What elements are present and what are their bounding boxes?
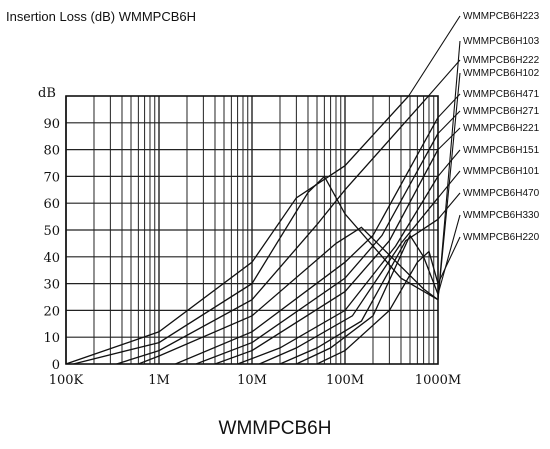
y-tick-label: 40 bbox=[43, 251, 60, 266]
legend: WMMPCB6H223 WMMPCB6H103 WMMPCB6H222 WMMPCB6… bbox=[408, 11, 540, 300]
legend-leader-line bbox=[437, 93, 461, 118]
series-line-wmmpcb6h222 bbox=[116, 96, 430, 364]
legend-leader-line bbox=[437, 127, 461, 150]
y-tick-label: 20 bbox=[43, 304, 60, 319]
y-tick-label: 70 bbox=[43, 170, 60, 185]
series-line-wmmpcb6h101 bbox=[259, 197, 438, 364]
y-tick-label: 10 bbox=[43, 331, 60, 346]
y-tick-label: 90 bbox=[43, 117, 60, 132]
x-tick-label: 100K bbox=[49, 373, 84, 388]
legend-leader-line bbox=[408, 15, 461, 97]
y-tick-labels: 0 10 20 30 40 50 60 70 80 90 bbox=[43, 117, 60, 373]
series-line-wmmpcb6h223 bbox=[66, 96, 410, 364]
legend-entry: WMMPCB6H223 bbox=[463, 11, 540, 22]
grid-lines bbox=[65, 96, 438, 364]
legend-entry: WMMPCB6H471 bbox=[463, 89, 540, 100]
series-line-wmmpcb6h102 bbox=[138, 226, 438, 364]
legend-entry: WMMPCB6H220 bbox=[463, 232, 540, 243]
legend-leader-line bbox=[437, 192, 461, 220]
legend-entry: WMMPCB6H103 bbox=[463, 36, 540, 47]
x-tick-label: 10M bbox=[237, 373, 267, 388]
legend-leader-line bbox=[437, 236, 461, 284]
legend-leader-line bbox=[437, 170, 461, 199]
legend-leader-line bbox=[437, 214, 461, 295]
legend-entry: WMMPCB6H101 bbox=[463, 166, 540, 177]
legend-leader-line bbox=[437, 149, 461, 177]
legend-entry: WMMPCB6H151 bbox=[463, 145, 540, 156]
series-line-wmmpcb6h221 bbox=[214, 149, 438, 364]
x-tick-label: 1000M bbox=[415, 373, 461, 388]
y-tick-label: 0 bbox=[52, 358, 60, 373]
series-line-wmmpcb6h330 bbox=[296, 234, 438, 364]
legend-entry: WMMPCB6H222 bbox=[463, 55, 540, 66]
y-tick-label: 30 bbox=[43, 278, 60, 293]
series-line-wmmpcb6h151 bbox=[237, 176, 438, 364]
legend-entry: WMMPCB6H470 bbox=[463, 188, 540, 199]
series-line-wmmpcb6h271 bbox=[195, 133, 438, 364]
legend-leader-line bbox=[437, 110, 461, 134]
series-line-wmmpcb6h471 bbox=[175, 117, 438, 364]
legend-entry: WMMPCB6H221 bbox=[463, 123, 540, 134]
x-tick-labels: 100K 1M 10M 100M 1000M bbox=[49, 373, 461, 388]
legend-entry: WMMPCB6H271 bbox=[463, 106, 540, 117]
series-line-wmmpcb6h470 bbox=[279, 218, 438, 364]
chart-title: Insertion Loss (dB) WMMPCB6H bbox=[6, 9, 196, 24]
x-tick-label: 100M bbox=[326, 373, 364, 388]
series-line-wmmpcb6h220 bbox=[316, 250, 438, 364]
legend-entry: WMMPCB6H330 bbox=[463, 210, 540, 221]
y-tick-label: 60 bbox=[43, 197, 60, 212]
legend-entry: WMMPCB6H102 bbox=[463, 68, 540, 79]
y-axis-unit: dB bbox=[38, 86, 56, 101]
legend-leader-line bbox=[437, 72, 461, 300]
plot-frame bbox=[65, 95, 439, 365]
chart-caption: WMMPCB6H bbox=[218, 418, 332, 439]
y-tick-label: 50 bbox=[43, 224, 60, 239]
legend-leader-line bbox=[428, 59, 461, 97]
y-tick-label: 80 bbox=[43, 144, 60, 159]
x-tick-label: 1M bbox=[148, 373, 170, 388]
series-layer bbox=[66, 96, 438, 364]
